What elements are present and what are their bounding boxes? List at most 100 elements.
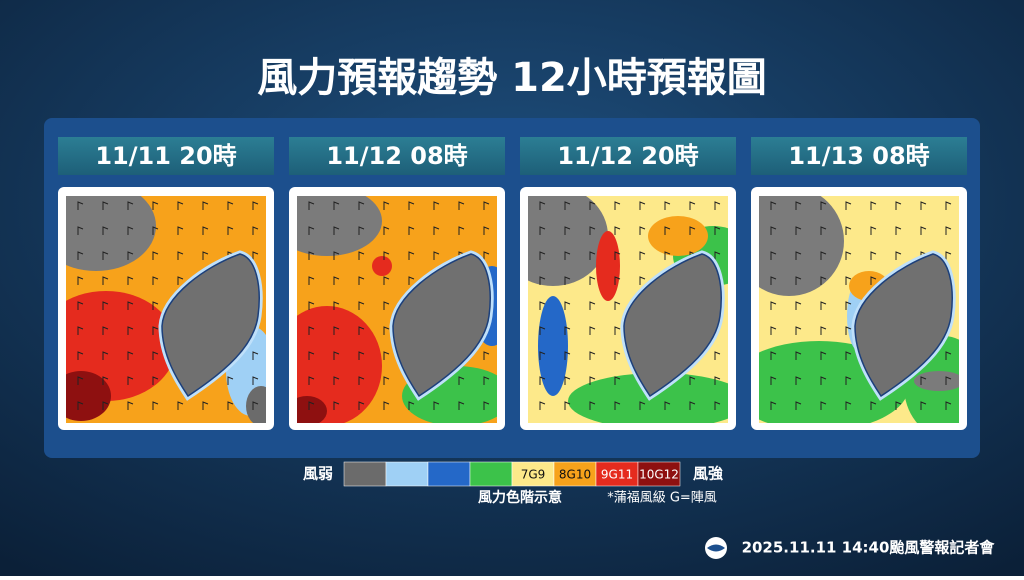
- wind-barb: [202, 201, 209, 210]
- legend-swatch: [637, 461, 681, 487]
- legend-weak: 風弱: [303, 465, 333, 483]
- wind-barb: [564, 376, 571, 385]
- wind-barb: [564, 301, 571, 310]
- wind-barb: [152, 251, 159, 260]
- legend-caption: 風力色階示意: [478, 489, 562, 506]
- map: [528, 196, 728, 423]
- wind-barb: [589, 401, 596, 410]
- wind-barb: [820, 201, 827, 210]
- wind-barb: [433, 251, 440, 260]
- wind-barb: [770, 276, 777, 285]
- wind-barb: [664, 251, 671, 260]
- wind-barb: [77, 226, 84, 235]
- wind-barb: [383, 251, 390, 260]
- wind-barb: [77, 276, 84, 285]
- wind-barb: [820, 376, 827, 385]
- wind-barb: [614, 201, 621, 210]
- wind-barb: [177, 251, 184, 260]
- wind-barb: [358, 251, 365, 260]
- wind-barb: [820, 326, 827, 335]
- map: [297, 196, 497, 423]
- wind-barb: [252, 201, 259, 210]
- wind-barb: [589, 376, 596, 385]
- wind-barb: [870, 226, 877, 235]
- wind-barb: [564, 276, 571, 285]
- wind-barb: [564, 351, 571, 360]
- wind-barb: [614, 226, 621, 235]
- wind-barb: [639, 251, 646, 260]
- wind-barb: [308, 201, 315, 210]
- wind-barb: [564, 251, 571, 260]
- wind-barb: [945, 351, 952, 360]
- wind-barb: [614, 276, 621, 285]
- wind-barb: [845, 226, 852, 235]
- wind-barb: [227, 226, 234, 235]
- wind-barb: [127, 326, 134, 335]
- wind-barb: [102, 351, 109, 360]
- panel-header: [520, 137, 736, 175]
- wind-barb: [227, 376, 234, 385]
- wind-barb: [770, 401, 777, 410]
- wind-region: [66, 196, 156, 271]
- wind-barb: [152, 201, 159, 210]
- wind-barb: [102, 301, 109, 310]
- wind-barb: [483, 401, 490, 410]
- wind-barb: [127, 376, 134, 385]
- wind-barb: [252, 401, 259, 410]
- logo-mark: [707, 544, 725, 552]
- wind-barb: [714, 376, 721, 385]
- wind-barb: [483, 201, 490, 210]
- wind-barb: [845, 376, 852, 385]
- wind-barb: [795, 401, 802, 410]
- wind-barb: [845, 276, 852, 285]
- wind-barb: [614, 326, 621, 335]
- wind-barb: [795, 201, 802, 210]
- wind-barb: [920, 401, 927, 410]
- wind-barb: [152, 276, 159, 285]
- wind-barb: [127, 351, 134, 360]
- wind-barb: [202, 226, 209, 235]
- wind-barb: [308, 301, 315, 310]
- wind-barb: [614, 301, 621, 310]
- wind-barb: [333, 226, 340, 235]
- wind-barb: [383, 301, 390, 310]
- legend-label: 7G9: [521, 468, 546, 482]
- wind-barb: [820, 226, 827, 235]
- wind-barb: [333, 376, 340, 385]
- wind-barb: [483, 376, 490, 385]
- wind-barb: [102, 251, 109, 260]
- wind-barb: [770, 326, 777, 335]
- panel-header: [58, 137, 274, 175]
- wind-barb: [358, 226, 365, 235]
- legend-label: 10G12: [639, 468, 679, 482]
- wind-barb: [689, 401, 696, 410]
- wind-barb: [252, 226, 259, 235]
- legend-strong: 風強: [693, 465, 723, 483]
- wind-barb: [845, 201, 852, 210]
- legend-swatch: [427, 461, 471, 487]
- wind-barb: [152, 301, 159, 310]
- wind-barb: [589, 251, 596, 260]
- wind-barb: [333, 401, 340, 410]
- wind-barb: [383, 401, 390, 410]
- wind-barb: [539, 401, 546, 410]
- wind-region: [914, 371, 959, 391]
- wind-barb: [895, 401, 902, 410]
- wind-barb: [920, 376, 927, 385]
- wind-barb: [483, 351, 490, 360]
- wind-barb: [77, 401, 84, 410]
- wind-barb: [795, 376, 802, 385]
- wind-barb: [308, 251, 315, 260]
- wind-barb: [770, 226, 777, 235]
- wind-barb: [408, 276, 415, 285]
- wind-barb: [177, 276, 184, 285]
- wind-barb: [383, 226, 390, 235]
- wind-barb: [589, 226, 596, 235]
- wind-barb: [795, 226, 802, 235]
- wind-barb: [77, 251, 84, 260]
- island: [854, 253, 953, 398]
- wind-barb: [945, 251, 952, 260]
- wind-barb: [714, 226, 721, 235]
- wind-barb: [945, 226, 952, 235]
